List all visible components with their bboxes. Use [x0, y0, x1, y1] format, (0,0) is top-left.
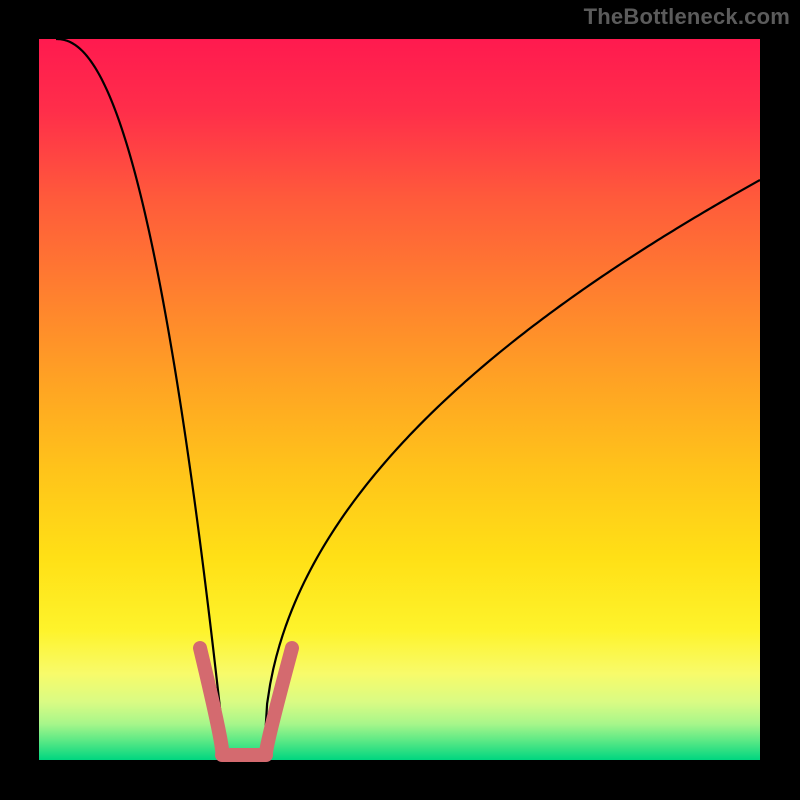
bottleneck-curve-chart [0, 0, 800, 800]
chart-stage: TheBottleneck.com [0, 0, 800, 800]
plot-area-gradient [39, 39, 760, 760]
